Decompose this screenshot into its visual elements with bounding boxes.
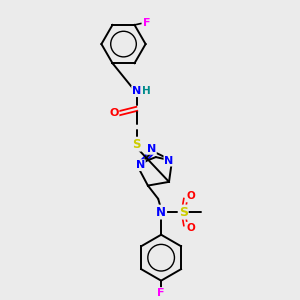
Text: O: O: [187, 223, 195, 233]
Text: N: N: [136, 160, 145, 170]
Text: O: O: [109, 108, 119, 118]
Text: N: N: [147, 144, 156, 154]
Text: H: H: [142, 86, 151, 96]
Text: N: N: [132, 86, 141, 96]
Text: N: N: [156, 206, 166, 219]
Text: N: N: [164, 156, 174, 166]
Text: S: S: [133, 138, 141, 151]
Text: F: F: [158, 288, 165, 298]
Text: S: S: [179, 206, 188, 219]
Text: O: O: [187, 191, 195, 202]
Text: F: F: [142, 19, 150, 28]
